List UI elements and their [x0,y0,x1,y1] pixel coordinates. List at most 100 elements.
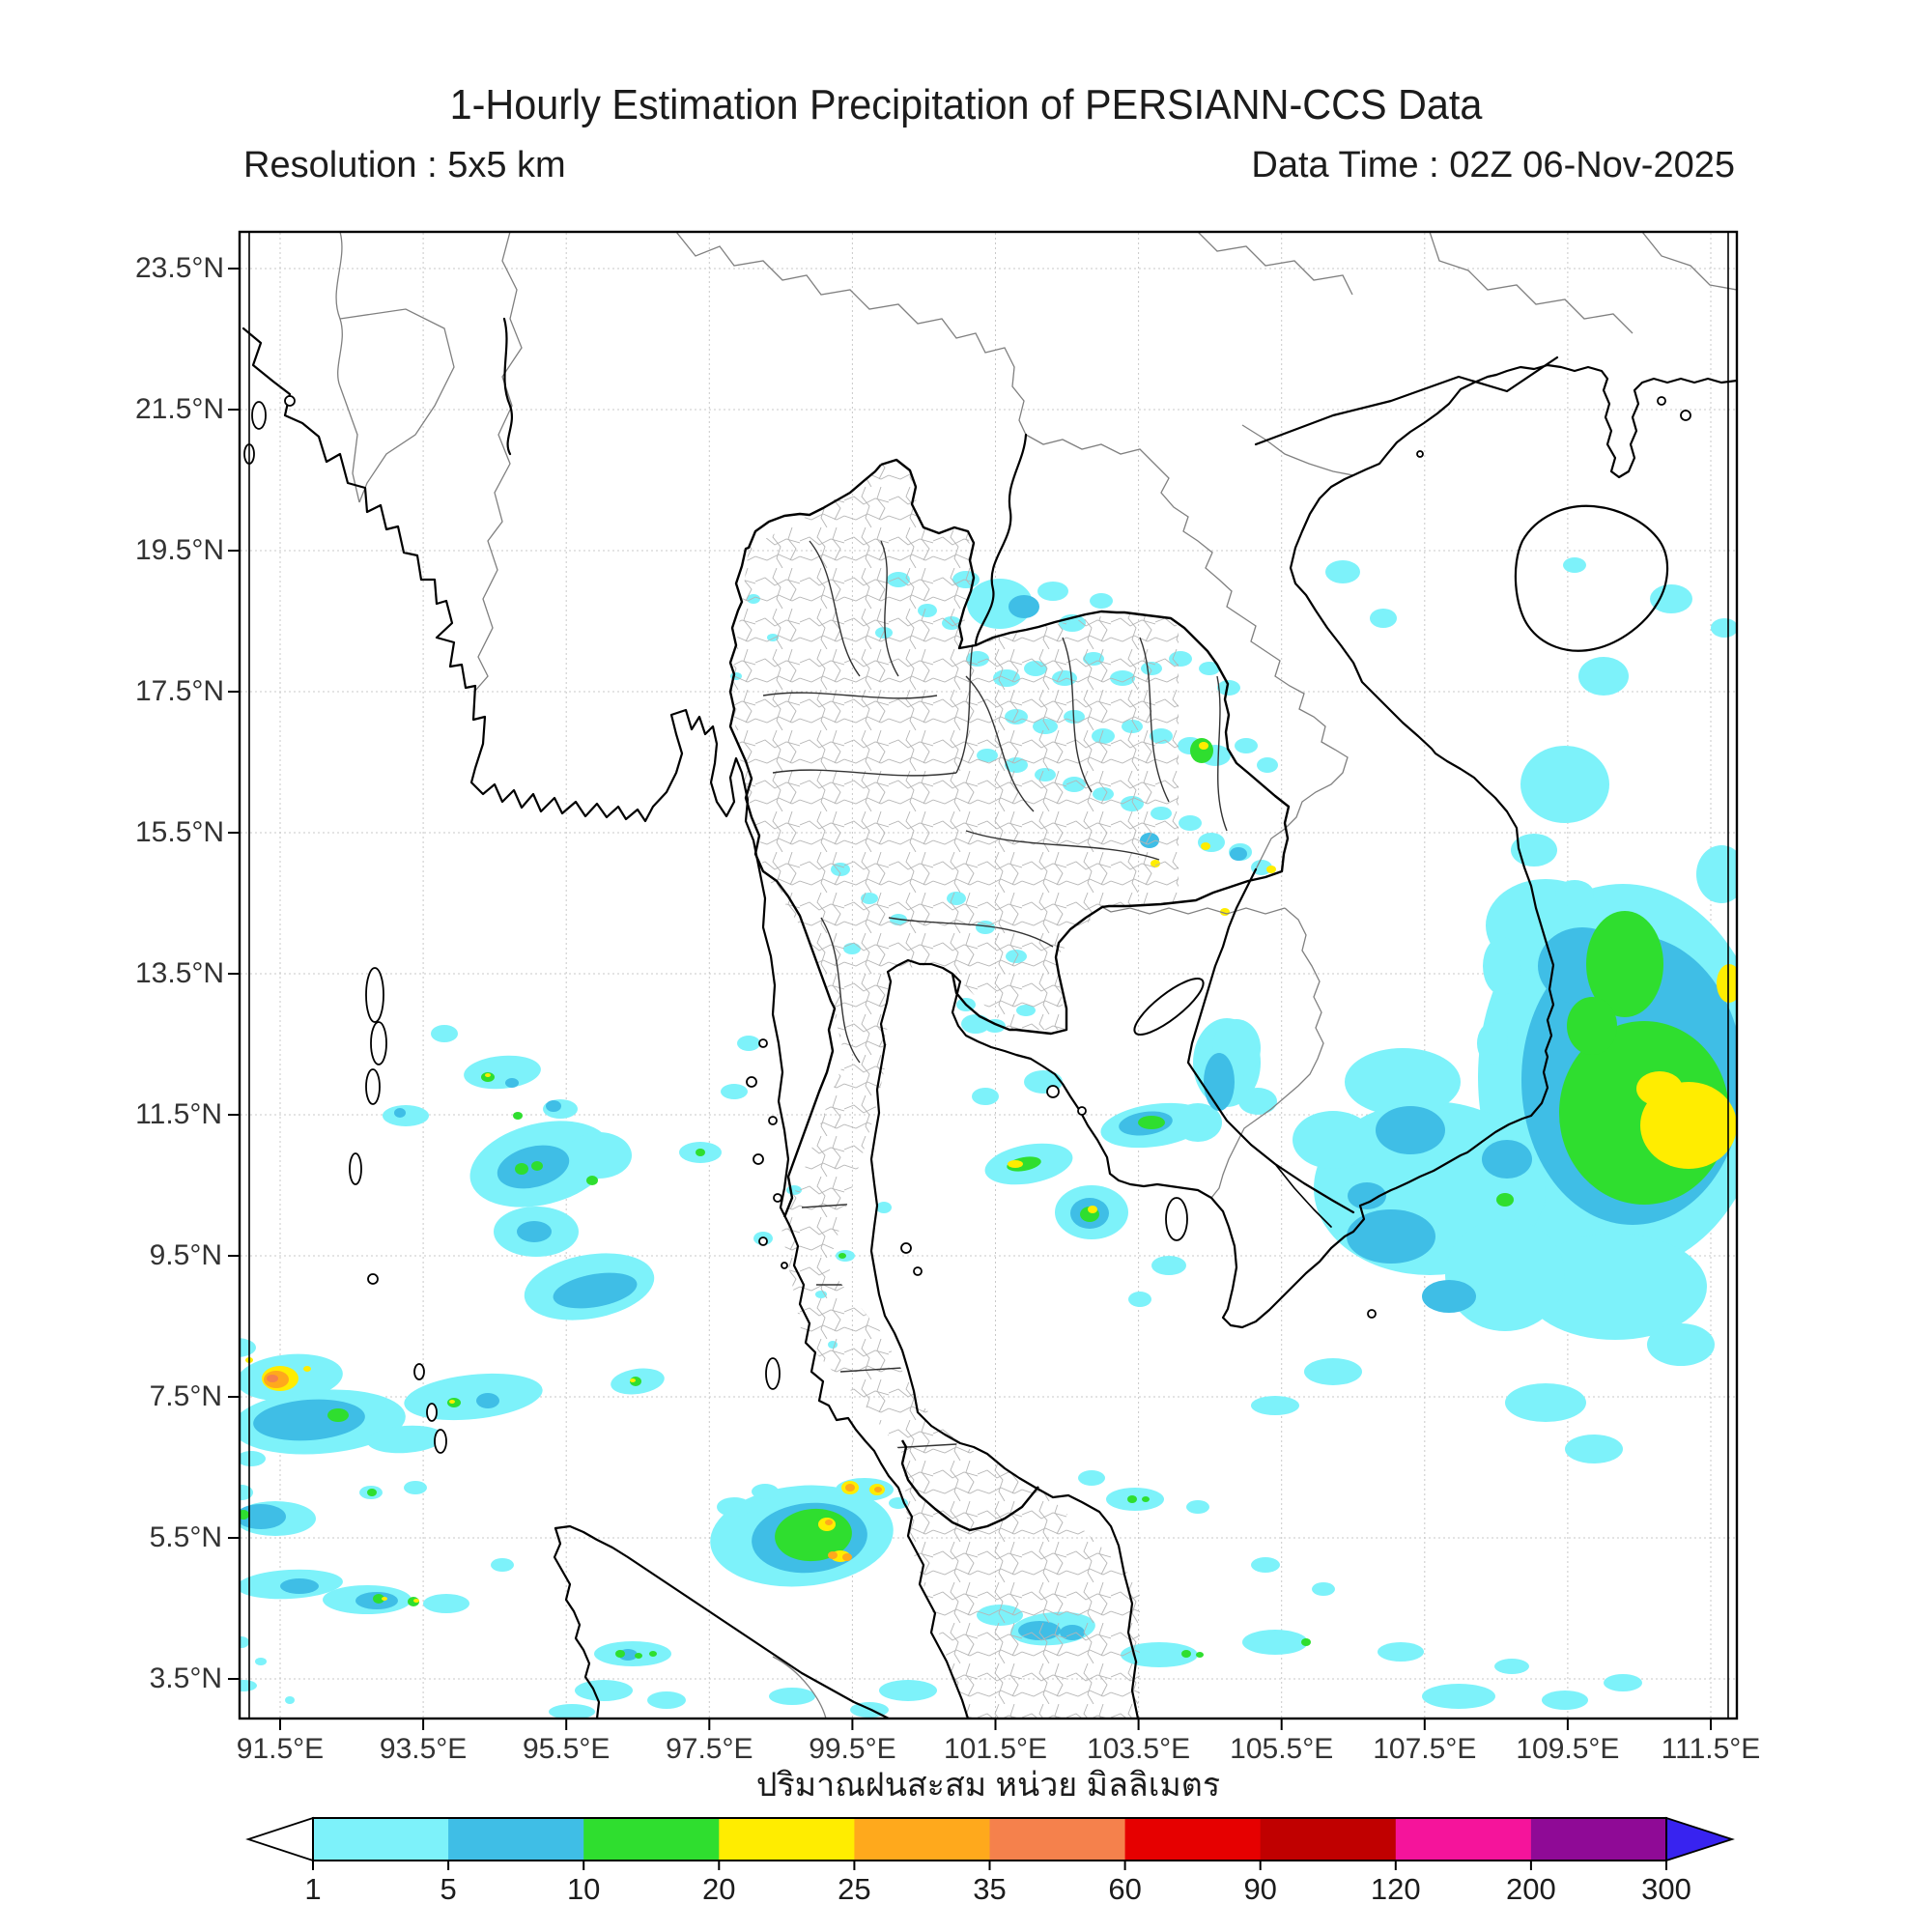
precip-blob [327,1408,349,1422]
precip-blob [449,1400,455,1404]
precip-blob [1293,1111,1374,1169]
precip-blob [649,1651,657,1657]
lon-tick-label: 111.5°E [1661,1733,1761,1765]
precip-blob [373,1594,384,1604]
precip-blob [1370,609,1397,628]
precip-blob [383,1105,429,1126]
precip-blob [1088,1206,1097,1213]
precip-blob [491,1558,514,1572]
colorbar-tick-label: 25 [838,1872,871,1906]
precip-blob [404,1373,543,1421]
precip-blob [696,1149,705,1156]
precip-blob [531,1161,543,1171]
precip-blob [1376,1106,1445,1154]
precip-blob [876,1202,892,1213]
colorbar-tick-label: 35 [973,1872,1007,1906]
precip-blob [1565,1435,1623,1463]
precip-blob [825,1520,833,1525]
lat-tick-label: 5.5°N [149,1521,222,1553]
page-title: 1-Hourly Estimation Precipitation of PER… [449,81,1483,128]
colorbar-tick-label: 20 [702,1872,736,1906]
lon-tick-label: 101.5°E [943,1733,1048,1765]
precip-blob [431,1025,458,1042]
lon-tick-label: 95.5°E [522,1733,611,1765]
precip-blob [1483,937,1521,995]
precip-blob [303,1366,311,1372]
precip-blob [241,1451,266,1466]
precip-blob [255,1658,267,1665]
lon-tick-label: 107.5°E [1373,1733,1477,1765]
colorbar-tick-label: 200 [1506,1872,1556,1906]
precip-blob [769,1688,815,1705]
precip-blob [1142,1496,1150,1502]
colorbar-segment [989,1818,1126,1861]
precip-blob [394,1108,406,1118]
precip-blob [241,1636,249,1648]
precip-blob [1636,1071,1683,1106]
colorbar-tick-label: 300 [1641,1872,1691,1906]
colorbar-segment [313,1818,449,1861]
lon-tick-label: 105.5°E [1230,1733,1334,1765]
precip-blob [1494,1659,1529,1674]
precip-blob [1496,1193,1514,1207]
precip-blob [1090,593,1113,609]
precip-blob [1555,880,1594,907]
precip-blob [1563,557,1586,573]
precip-blob [1138,1116,1165,1129]
precip-blob [1186,1500,1209,1514]
precip-blob [367,1489,377,1496]
precip-blob [874,1487,882,1492]
precip-blob [1151,1256,1186,1275]
lon-tick-label: 91.5°E [236,1733,325,1765]
precip-blob [1520,746,1609,823]
precip-blob [828,1551,838,1559]
lon-tick-label: 109.5°E [1516,1733,1620,1765]
thailand-border [728,458,1291,1532]
precip-blob [1347,1209,1435,1264]
colorbar [245,1816,1735,1870]
precip-blob [1266,866,1276,873]
precip-blob [464,1055,541,1090]
precip-blob [553,1272,638,1309]
precip-blob [1422,1684,1495,1709]
colorbar-tick-label: 90 [1243,1872,1277,1906]
precip-blob [717,1497,752,1517]
precip-blob [404,1481,427,1494]
precip-blob [1235,738,1258,753]
precip-blob [575,1680,633,1701]
precip-blob [1348,1182,1386,1209]
precip-blob [513,1112,523,1120]
precip-blob [1009,595,1039,618]
precip-blob [1198,833,1225,852]
lat-tick-label: 15.5°N [135,816,225,848]
precip-blob [1567,997,1617,1055]
precip-blob [546,1100,561,1112]
precip-blob [1711,618,1736,638]
precip-blob [241,1510,249,1520]
precip-blob [1301,1638,1311,1646]
data-time-label: Data Time : 02Z 06-Nov-2025 [1251,145,1735,185]
precip-blob [1251,1396,1299,1415]
precip-blob [413,1599,419,1603]
precip-blob [382,1597,387,1601]
colorbar-tick-label: 120 [1370,1872,1421,1906]
precip-blob [1586,911,1663,1017]
precip-blob [485,1073,491,1077]
colorbar-segment [1395,1818,1532,1861]
precip-blob [1325,560,1360,583]
precip-blob [1196,1652,1204,1658]
precip-blob [1482,1140,1532,1179]
colorbar-tick-label: 60 [1108,1872,1142,1906]
precip-blob [1422,1280,1476,1313]
precip-blob [1128,1292,1151,1307]
precip-blob [476,1393,499,1408]
precip-blob [1505,1383,1586,1422]
lat-tick-label: 11.5°N [135,1098,222,1130]
precip-blob [1257,757,1278,773]
lon-tick-label: 99.5°E [809,1733,896,1765]
precip-blob [1199,742,1208,750]
precip-blob [635,1653,642,1659]
lat-tick-label: 9.5°N [149,1239,222,1271]
precip-blob [1190,738,1213,763]
